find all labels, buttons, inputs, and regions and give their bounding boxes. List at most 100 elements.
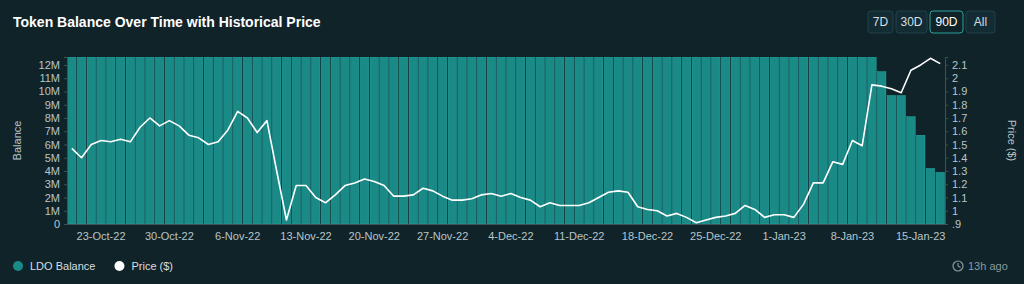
legend-swatch <box>114 261 124 271</box>
tick-mark <box>945 224 948 225</box>
tick: 2 <box>945 72 958 84</box>
bar <box>77 57 86 224</box>
tick: 4M <box>45 165 67 177</box>
tick: 30-Oct-22 <box>145 224 194 242</box>
tick-label: 6M <box>45 138 60 150</box>
bar <box>555 57 564 224</box>
tick: 12M <box>39 59 67 71</box>
tick: 1M <box>45 205 67 217</box>
button-box[interactable] <box>896 11 927 33</box>
tick-label: 5M <box>45 152 60 164</box>
range-button[interactable]: 30D <box>896 11 927 33</box>
range-button[interactable]: 90D <box>930 11 963 33</box>
tick-label: 8-Jan-23 <box>831 230 874 242</box>
button-label[interactable]: 30D <box>900 15 922 29</box>
bar <box>136 57 145 224</box>
button-label[interactable]: 7D <box>873 15 889 29</box>
bar <box>146 57 155 224</box>
legend: LDO Balance Price ($) <box>13 260 173 272</box>
button-box[interactable] <box>930 11 963 33</box>
tick-label: 27-Nov-22 <box>417 230 468 242</box>
tick-mark <box>64 224 67 225</box>
tick: 1.8 <box>945 99 967 111</box>
tick: 5M <box>45 152 67 164</box>
x-axis: 23-Oct-22 30-Oct-22 6-Nov-22 13-Nov-22 20-No… <box>68 224 946 242</box>
bar <box>155 57 164 224</box>
button-box[interactable] <box>966 11 995 33</box>
tick-label: 1.1 <box>952 192 967 204</box>
tick: 9M <box>45 99 67 111</box>
bar <box>380 57 389 224</box>
tick-label: 18-Dec-22 <box>622 230 673 242</box>
tick: .9 <box>945 218 961 230</box>
tick-mark <box>64 184 67 185</box>
tick-mark <box>64 211 67 212</box>
tick: 23-Oct-22 <box>77 224 126 242</box>
axis-line <box>64 58 68 225</box>
bar <box>711 57 720 224</box>
bar <box>682 57 691 224</box>
tick-label: 4M <box>45 165 60 177</box>
tick: 6-Nov-22 <box>215 224 260 242</box>
button-label[interactable]: 90D <box>935 15 957 29</box>
title: Token Balance Over Time with Historical … <box>13 14 321 30</box>
tick: 11M <box>39 72 67 84</box>
tick: 25-Dec-22 <box>690 224 741 242</box>
bar <box>272 57 281 224</box>
bar <box>751 57 760 224</box>
axis-line <box>946 58 949 225</box>
bar <box>350 57 359 224</box>
button-box[interactable] <box>868 11 893 33</box>
tick-label: 1.4 <box>952 152 967 164</box>
bar <box>887 95 896 224</box>
bar <box>253 57 262 224</box>
bar <box>575 57 584 224</box>
tick: 10M <box>39 85 67 97</box>
tick-mark <box>945 65 948 66</box>
bar <box>692 57 701 224</box>
bar <box>585 57 594 224</box>
tick: 13-Nov-22 <box>280 224 331 242</box>
bar <box>536 57 545 224</box>
tick-label: 20-Nov-22 <box>349 230 400 242</box>
tick-mark <box>945 158 948 159</box>
range-button[interactable]: All <box>966 11 995 33</box>
tick-label: 9M <box>45 99 60 111</box>
bar <box>185 57 194 224</box>
tick-mark <box>945 144 948 145</box>
range-button[interactable]: 7D <box>868 11 893 33</box>
tick-label: 1.2 <box>952 178 967 190</box>
button-label[interactable]: All <box>974 15 987 29</box>
bar <box>868 57 877 224</box>
legend-label: Price ($) <box>131 260 173 272</box>
tick-label: 4-Dec-22 <box>488 230 533 242</box>
tick: 8-Jan-23 <box>831 224 874 242</box>
tick: 1.3 <box>945 165 967 177</box>
bar <box>175 57 184 224</box>
tick-mark <box>64 118 67 119</box>
bar <box>770 57 779 224</box>
y-axis: 01M2M3M4M5M6M7M8M9M10M11M12M <box>39 58 68 231</box>
tick-label: 2M <box>45 192 60 204</box>
bar <box>721 57 730 224</box>
tick-label: 1 <box>952 205 958 217</box>
tick-mark <box>64 171 67 172</box>
bar <box>643 57 652 224</box>
tick: 1.4 <box>945 152 967 164</box>
tick-mark <box>945 78 948 79</box>
clock-hands <box>958 263 961 268</box>
tick: 1.2 <box>945 178 967 190</box>
bar <box>321 57 330 224</box>
tick-label: 2.1 <box>952 59 967 71</box>
tick: 27-Nov-22 <box>417 224 468 242</box>
updated-note: 13h ago <box>953 260 1008 272</box>
bar <box>389 57 398 224</box>
tick-mark <box>64 197 67 198</box>
tick: 1.5 <box>945 138 967 150</box>
legend-label: LDO Balance <box>30 260 95 272</box>
tick-label: 1.5 <box>952 138 967 150</box>
bar <box>243 57 252 224</box>
bar <box>438 57 447 224</box>
y-axis-title: Balance <box>11 121 23 161</box>
bar <box>809 57 818 224</box>
